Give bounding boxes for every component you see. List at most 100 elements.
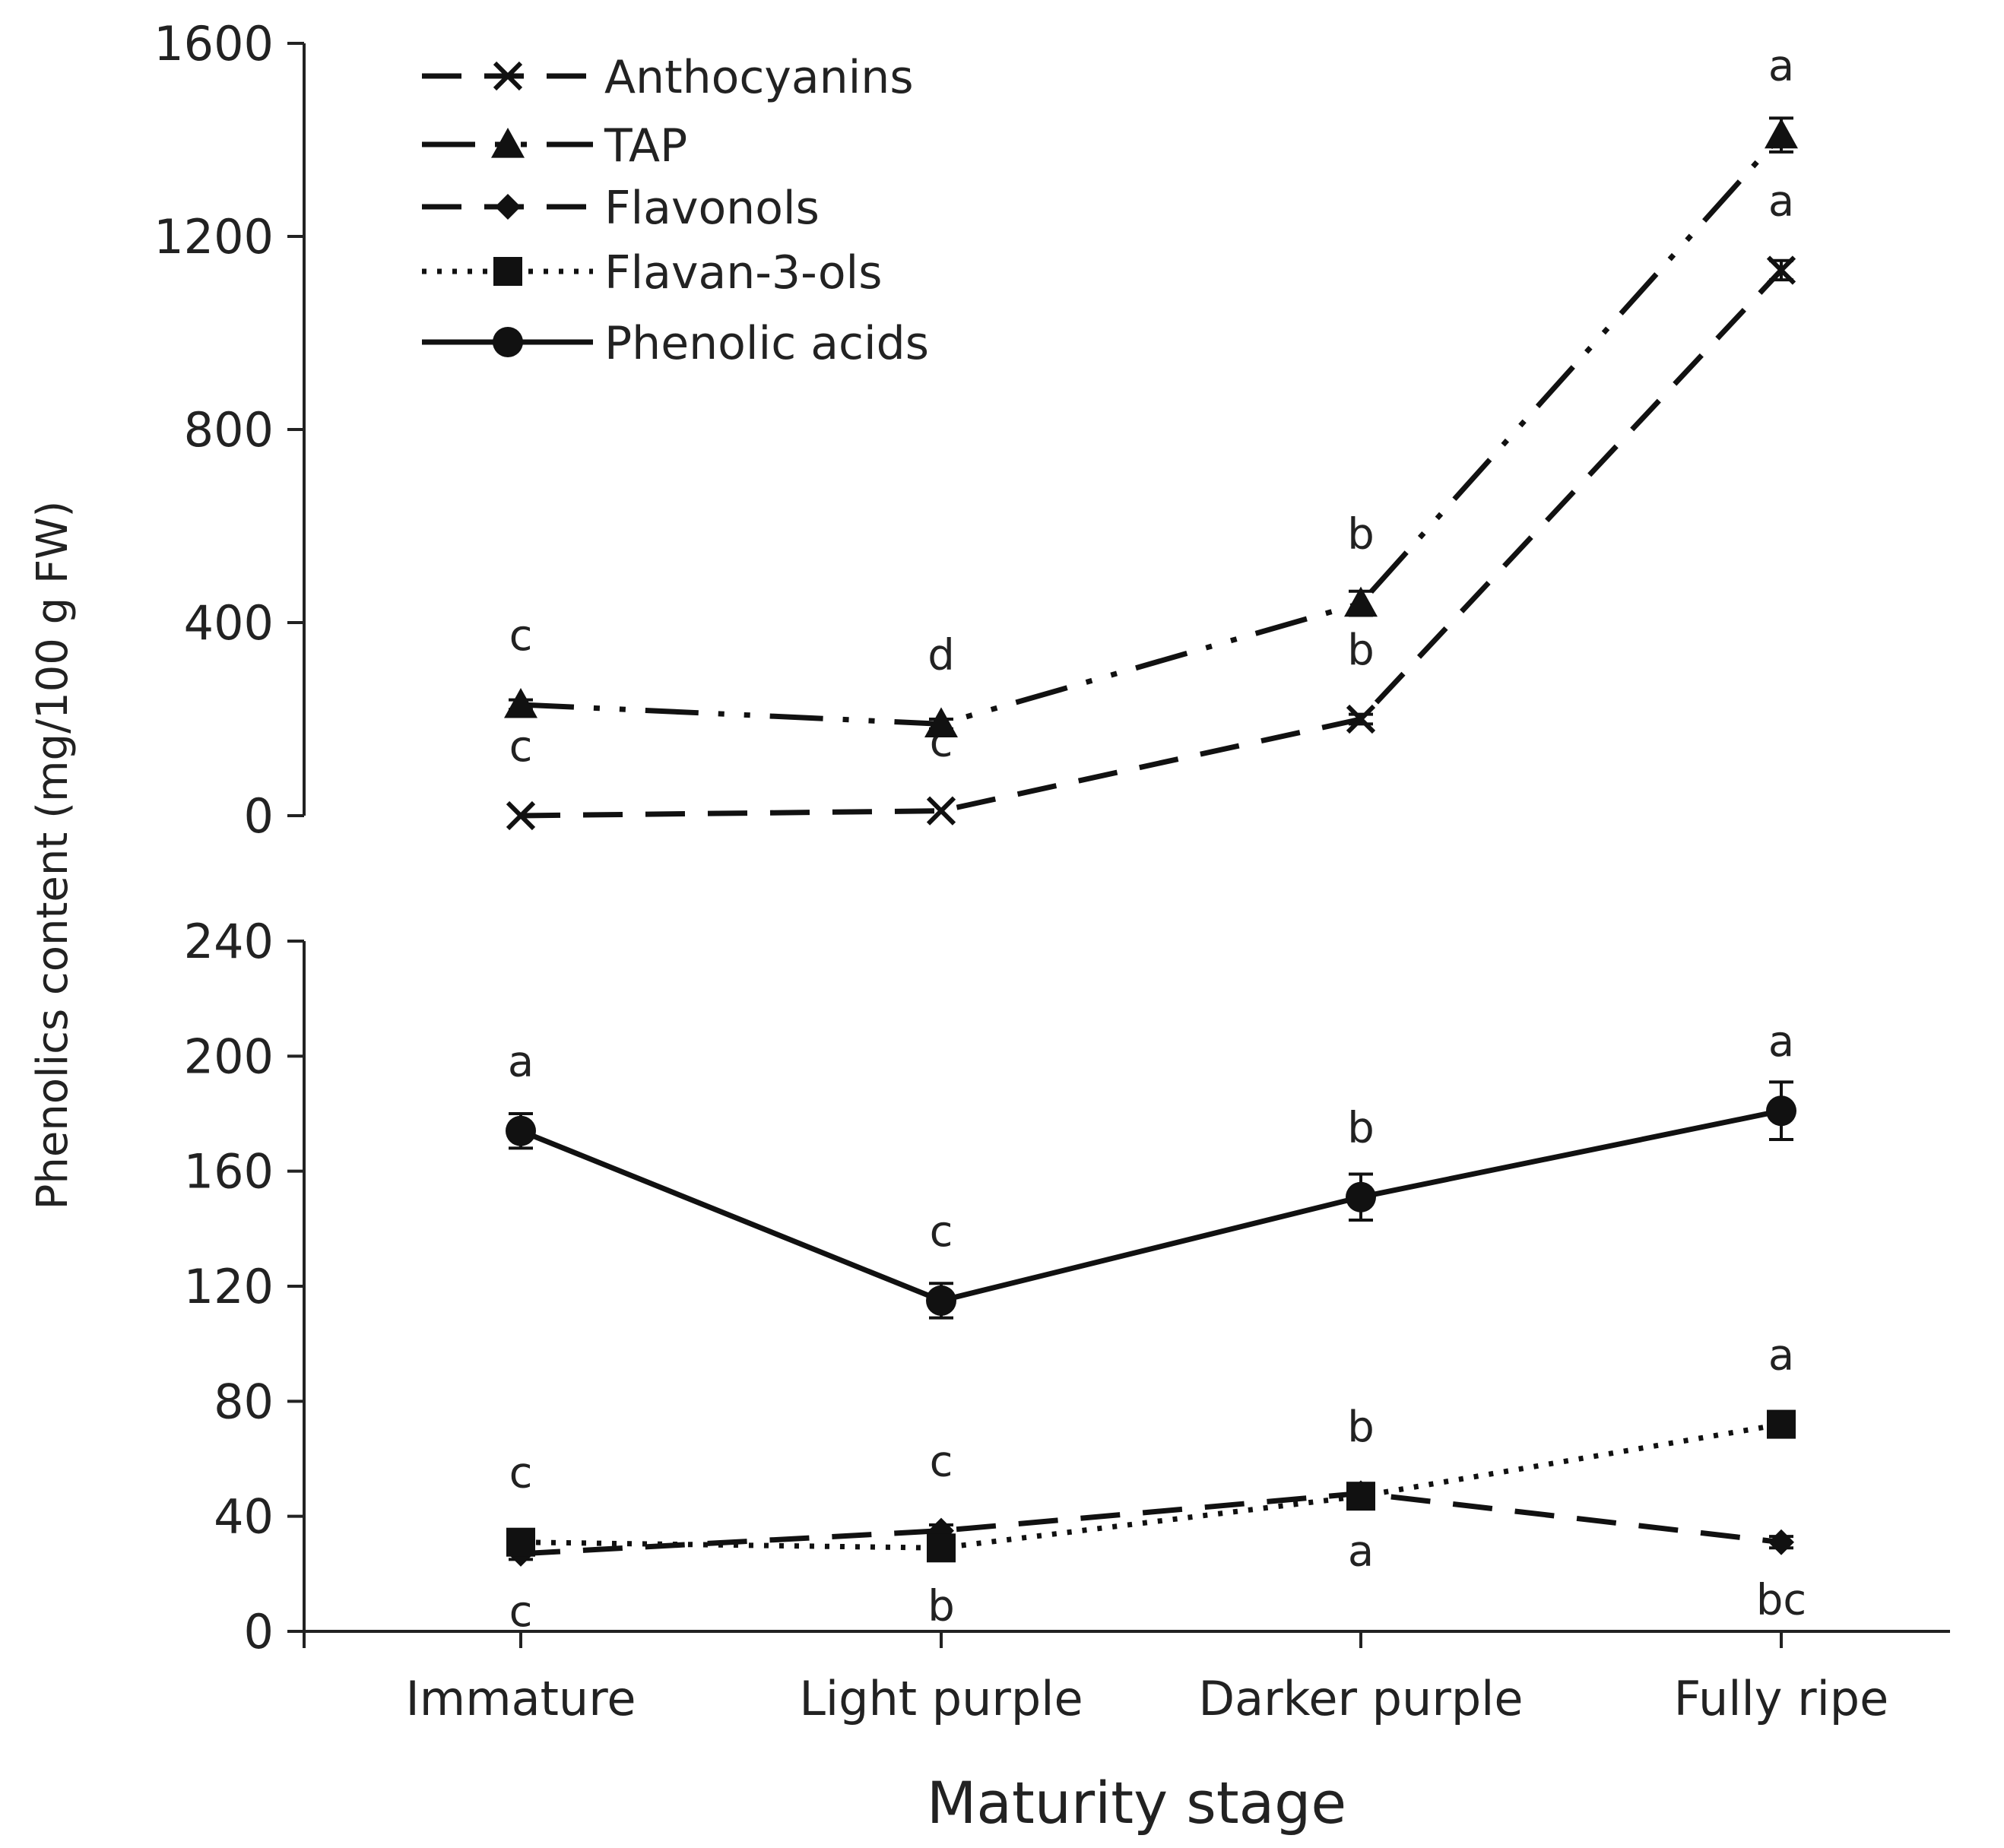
phenolic-acids-point [506, 1115, 536, 1146]
tap-sig-label: c [509, 611, 533, 661]
lower-y-tick-label: 200 [184, 1029, 274, 1084]
upper-panel-axes: 0 400 800 1200 1600 [154, 16, 306, 844]
series-phenolic-acids: a c b a [506, 1017, 1796, 1320]
diamond-icon [495, 194, 521, 220]
anthocyanins-sig-label: c [509, 722, 533, 772]
series-tap: c d b a [504, 42, 1798, 737]
series-flavan-3-ols: c b b a [506, 1331, 1796, 1631]
legend-marker [491, 128, 525, 158]
upper-y-tick-label: 1200 [154, 209, 274, 265]
square-icon [1767, 1409, 1796, 1439]
lower-y-tick-label: 40 [214, 1489, 274, 1545]
y-axis-label: Phenolics content (mg/100 g FW) [28, 501, 78, 1210]
x-icon [926, 796, 956, 826]
diamond-icon [1768, 1529, 1794, 1555]
phenolic-acids-sig-label: b [1347, 1104, 1375, 1153]
anthocyanins-point [506, 800, 536, 831]
anthocyanins-sig-label: a [1768, 176, 1794, 226]
phenolic-acids-point [1346, 1181, 1376, 1212]
lower-panel-axes: 0 40 80 120 160 200 240 [184, 914, 306, 1659]
flavonols-sig-label: c [930, 1438, 953, 1487]
phenolic-acids-sig-label: a [508, 1038, 534, 1087]
series-anthocyanins: c c b a [506, 176, 1796, 831]
triangle-icon [491, 128, 525, 158]
x-tick-label-darker-purple: Darker purple [1198, 1671, 1523, 1726]
flavonols-sig-label: a [1348, 1526, 1374, 1576]
x-axis-label: Maturity stage [927, 1769, 1346, 1837]
x-tick-label-immature: Immature [406, 1671, 636, 1726]
flavan-3-ols-sig-label: c [509, 1449, 533, 1498]
flavan-3-ols-sig-label: b [1347, 1403, 1375, 1452]
flavan-3-ols-point [1767, 1409, 1796, 1439]
legend-entry-phenolic-acids: Phenolic acids [422, 317, 929, 370]
flavan-3-ols-point [927, 1533, 956, 1563]
x-axis: Immature Light purple Darker purple Fully r… [303, 1630, 1950, 1726]
x-tick-label-light-purple: Light purple [799, 1671, 1083, 1726]
circle-icon [926, 1285, 956, 1316]
anthocyanins-sig-label: b [1347, 626, 1375, 675]
anthocyanins-point [1346, 704, 1376, 734]
legend-marker [493, 61, 523, 91]
tap-sig-label: a [1768, 42, 1794, 91]
circle-icon [506, 1115, 536, 1146]
flavonols-sig-label: bc [1756, 1576, 1806, 1625]
flavan-3-ols-point [1346, 1482, 1375, 1511]
legend-entry-flavan-3-ols: Flavan-3-ols [422, 246, 882, 300]
flavonols-point [1768, 1529, 1794, 1555]
phenolic-acids-sig-label: a [1768, 1017, 1794, 1067]
tap-sig-label: d [927, 630, 955, 680]
legend: Anthocyanins TAP Flavonols Flavan-3-ols Phen… [422, 51, 929, 370]
lower-y-tick-label: 240 [184, 914, 274, 969]
phenolic-acids-sig-label: c [930, 1207, 953, 1257]
flavan-3-ols-sig-label: b [927, 1581, 955, 1631]
tap-point [924, 707, 958, 737]
upper-y-tick-label: 1600 [154, 16, 274, 71]
legend-marker [495, 194, 521, 220]
legend-entry-tap: TAP [422, 119, 687, 173]
flavan-3-ols-point [506, 1527, 535, 1557]
flavonols-line [520, 1490, 1782, 1557]
lower-y-tick-label: 120 [184, 1259, 274, 1314]
square-icon [927, 1533, 956, 1563]
triangle-icon [1765, 118, 1798, 149]
tap-point [1765, 118, 1798, 149]
legend-entry-flavonols: Flavonols [422, 182, 820, 235]
square-icon [493, 257, 522, 286]
legend-label: Flavan-3-ols [604, 246, 882, 300]
legend-marker [493, 327, 523, 357]
flavonols-sig-label: c [509, 1587, 533, 1637]
anthocyanins-point [1766, 255, 1796, 285]
anthocyanins-line [520, 268, 1784, 819]
x-icon [1346, 704, 1376, 734]
phenolic-acids-line [519, 1108, 1782, 1304]
lower-y-tick-label: 80 [214, 1374, 274, 1429]
upper-y-tick-label: 400 [184, 595, 274, 651]
phenolic-acids-point [1766, 1095, 1796, 1127]
upper-y-tick-label: 800 [184, 402, 274, 458]
triangle-icon [504, 687, 537, 718]
flavan-3-ols-line [520, 1422, 1782, 1551]
x-icon [1766, 255, 1796, 285]
tap-point [1344, 586, 1378, 617]
tap-point [504, 687, 537, 718]
triangle-icon [924, 707, 958, 737]
legend-label: Phenolic acids [604, 317, 929, 370]
circle-icon [1346, 1181, 1376, 1212]
legend-label: Anthocyanins [604, 51, 914, 104]
lower-y-tick-label: 0 [244, 1604, 274, 1659]
tap-line [520, 133, 1784, 727]
upper-y-tick-label: 0 [244, 788, 274, 844]
legend-marker [493, 257, 522, 286]
anthocyanins-point [926, 796, 956, 826]
legend-label: Flavonols [604, 182, 820, 235]
flavan-3-ols-sig-label: a [1768, 1331, 1794, 1380]
x-icon [506, 800, 536, 831]
legend-label: TAP [604, 119, 687, 173]
x-tick-label-fully-ripe: Fully ripe [1674, 1671, 1889, 1726]
square-icon [1346, 1482, 1375, 1511]
lower-y-tick-label: 160 [184, 1144, 274, 1200]
tap-sig-label: b [1347, 510, 1375, 559]
